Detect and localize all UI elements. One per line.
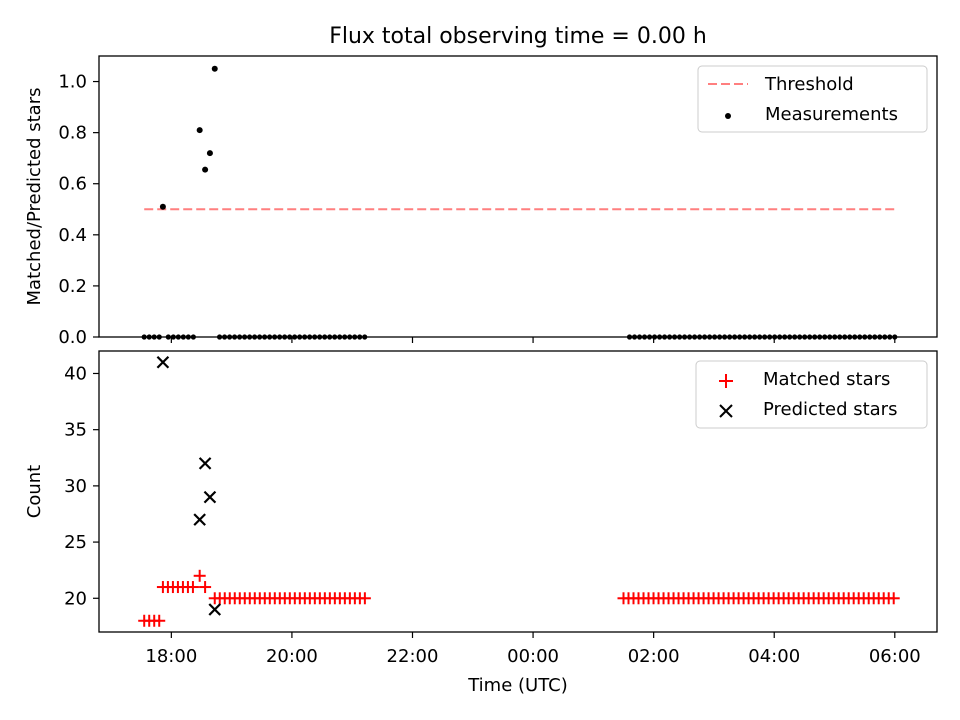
top-y-tick-label: 0.2: [58, 276, 87, 297]
top-y-tick-label: 0.8: [58, 123, 87, 144]
measurements-legend-label: Measurements: [765, 104, 898, 125]
matched-star-point: [153, 614, 166, 627]
predicted-star-point: [198, 457, 212, 470]
predicted-star-point: [193, 513, 206, 526]
measurement-point: [202, 166, 209, 173]
predicted-star-point: [156, 355, 170, 369]
bottom-y-tick-label: 25: [64, 532, 87, 553]
matched-star-point: [186, 581, 199, 594]
top-axes: 0.0 0.2 0.4 0.6 0.8 1.0: [58, 72, 896, 348]
top-y-tick-label: 0.0: [58, 327, 87, 348]
top-legend: Threshold Measurements: [697, 65, 928, 133]
bottom-legend: Matched stars Predicted stars: [695, 360, 928, 429]
matched-legend-label: Matched stars: [763, 369, 890, 390]
chart-title: Flux total observing time = 0.00 h: [329, 24, 707, 49]
bottom-y-tick-label: 20: [64, 588, 87, 609]
bottom-plot-frame: [98, 350, 938, 633]
x-tick-label: 02:00: [628, 646, 680, 667]
x-axis-label: Time (UTC): [467, 675, 568, 696]
predicted-star-point: [208, 603, 222, 616]
top-y-tick-label: 0.4: [58, 225, 87, 246]
bottom-y-tick-label: 40: [64, 363, 87, 384]
bottom-panel: 18:00 20:00 22:00 00:00 02:00 04:00 06:00 20 25 3…: [24, 350, 938, 667]
predicted-star-point: [203, 490, 217, 504]
matched-star-point: [358, 592, 371, 605]
top-panel: 0.0 0.2 0.4 0.6 0.8 1.0 Matched/Predicted sta…: [24, 55, 938, 348]
measurement-point: [196, 127, 203, 134]
matched-legend-marker: [719, 374, 733, 388]
matched-star-point: [199, 581, 212, 594]
top-plot-frame: [98, 55, 938, 338]
matched-star-point: [887, 592, 900, 605]
top-plot-marks: [141, 65, 898, 340]
bottom-legend-box: [695, 360, 928, 429]
measurement-point: [206, 150, 213, 157]
bottom-y-tick-label: 35: [64, 420, 87, 441]
bottom-plot-marks: [138, 355, 900, 627]
predicted-legend-label: Predicted stars: [763, 399, 897, 420]
bottom-axes: 18:00 20:00 22:00 00:00 02:00 04:00 06:00 20 25 3…: [64, 363, 921, 667]
top-y-tick-label: 0.6: [58, 174, 87, 195]
measurement-point: [159, 203, 166, 210]
predicted-legend-marker: [719, 404, 733, 418]
measurement-point: [211, 65, 218, 72]
measurements-legend-marker: [725, 113, 731, 119]
x-tick-label: 18:00: [145, 646, 197, 667]
x-tick-label: 00:00: [507, 646, 559, 667]
bottom-y-tick-label: 30: [64, 476, 87, 497]
top-legend-box: [697, 65, 928, 133]
threshold-legend-label: Threshold: [764, 74, 854, 95]
top-y-tick-label: 1.0: [58, 72, 87, 93]
x-tick-label: 04:00: [748, 646, 800, 667]
x-tick-label: 22:00: [387, 646, 439, 667]
top-y-axis-label: Matched/Predicted stars: [24, 88, 45, 306]
matched-star-point: [193, 569, 206, 582]
x-tick-label: 06:00: [869, 646, 921, 667]
bottom-y-axis-label: Count: [24, 465, 45, 518]
x-tick-label: 20:00: [266, 646, 318, 667]
